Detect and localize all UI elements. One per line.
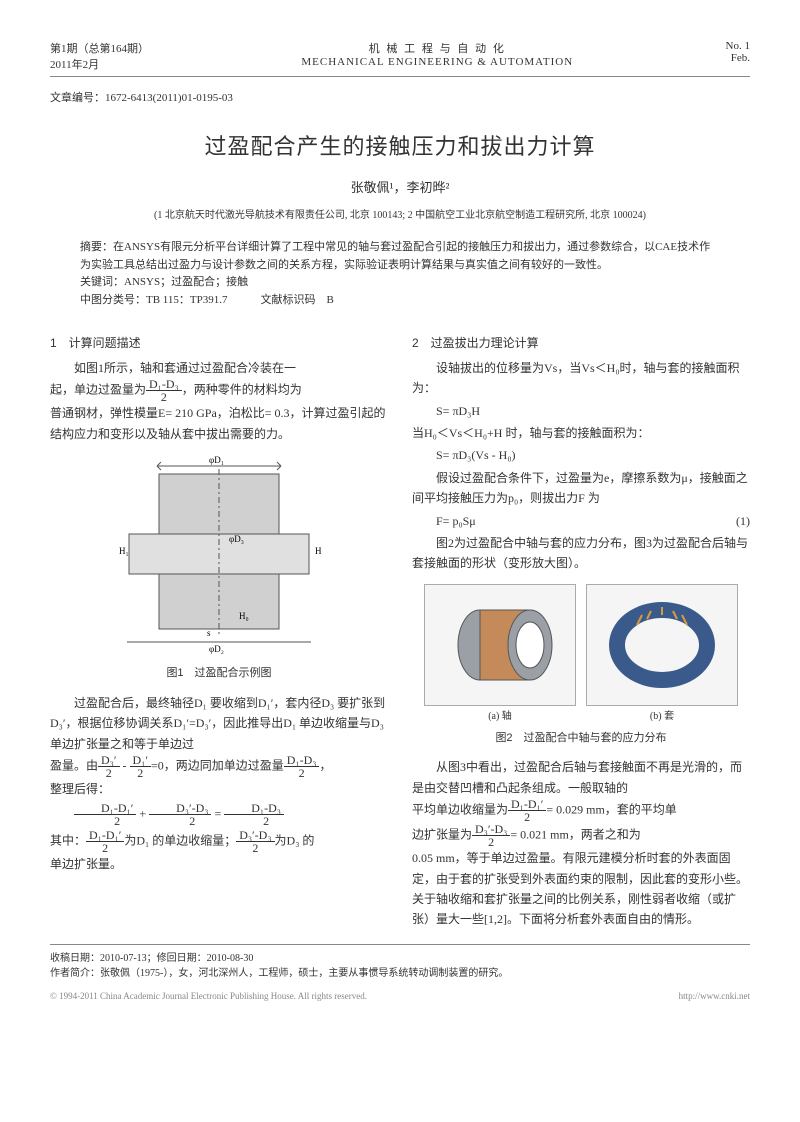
page-header: 第1期（总第164期） 2011年2月 机 械 工 程 与 自 动 化 MECH…	[50, 40, 750, 77]
figure-2: (a) 轴	[412, 584, 750, 748]
author-bio: 作者简介：张敬佩（1975-），女，河北深州人，工程师，硕士，主要从事惯导系统转…	[50, 966, 750, 981]
svg-text:H: H	[315, 546, 322, 556]
abstract-text: 在ANSYS有限元分析平台详细计算了工程中常见的轴与套过盈配合引起的接触压力和拔…	[80, 241, 710, 271]
svg-text:φD₃: φD₃	[229, 534, 244, 544]
eq-f: F= p₀Sμ(1)	[412, 511, 750, 531]
section1-title: 1 计算问题描述	[50, 333, 388, 353]
eq-s1: S= πD₃H	[412, 401, 750, 421]
column-right: 2 过盈拔出力理论计算 设轴拔出的位移量为Vs，当Vs＜H₀时，轴与套的接触面积…	[412, 327, 750, 929]
equation-2: D₁-D₁′2 + D₃′-D₃2 = D₁-D₃2	[50, 802, 388, 827]
fig2b-label: (b) 套	[586, 708, 738, 725]
s2-p3: 假设过盈配合条件下，过盈量为e，摩擦系数为μ，接触面之间平均接触压力为p₀，则拔…	[412, 468, 750, 509]
svg-text:H₀: H₀	[239, 611, 249, 621]
journal-name-cn: 机 械 工 程 与 自 动 化	[301, 40, 573, 56]
figure-2a	[424, 584, 576, 706]
abstract-block: 摘要：在ANSYS有限元分析平台详细计算了工程中常见的轴与套过盈配合引起的接触压…	[80, 239, 720, 309]
clc-label: 中图分类号：	[80, 294, 146, 306]
issue-date: 2011年2月	[50, 56, 149, 72]
s1-p2: 普通钢材，弹性模量E= 210 GPa，泊松比= 0.3，计算过盈引起的结构应力…	[50, 403, 388, 444]
svg-text:s: s	[207, 628, 211, 638]
authors: 张敬佩¹，李初晔²	[50, 177, 750, 196]
issue-no: No. 1	[726, 40, 750, 52]
doc-code-label: 文献标识码	[261, 294, 316, 306]
s2-p6: 0.05 mm，等于单边过盈量。有限元建模分析时套的外表面固定，由于套的扩张受到…	[412, 848, 750, 930]
keywords: ANSYS；过盈配合；接触	[124, 276, 248, 288]
footer-meta: 收稿日期：2010-07-13；修回日期：2010-08-30 作者简介：张敬佩…	[50, 944, 750, 981]
clc: TB 115：TP391.7	[146, 294, 228, 306]
issue-number: 第1期（总第164期）	[50, 40, 149, 56]
issue-month: Feb.	[726, 52, 750, 64]
eq-s2: S= πD₃(Vs - H₀)	[412, 445, 750, 465]
keywords-label: 关键词：	[80, 276, 124, 288]
article-title: 过盈配合产生的接触压力和拔出力计算	[50, 129, 750, 161]
s2-p5a: 从图3中看出，过盈配合后轴与套接触面不再是光滑的，而是由交替凹槽和凸起条组成。一…	[412, 757, 750, 798]
section2-title: 2 过盈拔出力理论计算	[412, 333, 750, 353]
figure-1: φD₁ φD₂ φD₃ H₁ H H₀ s 图1 过盈配合示例图	[50, 454, 388, 683]
svg-text:H₁: H₁	[119, 546, 129, 556]
body: 1 计算问题描述 如图1所示，轴和套通过过盈配合冷装在一 起，单边过盈量为D₁-…	[50, 327, 750, 929]
s1-p3: 过盈配合后，最终轴径D₁ 要收缩到D₁′，套内径D₃ 要扩张到D₃′，根据位移协…	[50, 693, 388, 754]
abstract-label: 摘要：	[80, 241, 113, 253]
figure1-caption: 图1 过盈配合示例图	[50, 664, 388, 683]
s1-p1b: 起，单边过盈量为D₁-D₃2，两种零件的材料均为	[50, 378, 388, 403]
copyright: © 1994-2011 China Academic Journal Elect…	[50, 991, 750, 1001]
s2-p4: 图2为过盈配合中轴与套的应力分布，图3为过盈配合后轴与套接触面的形状（变形放大图…	[412, 533, 750, 574]
s2-p2: 当H₀＜Vs＜H₀+H 时，轴与套的接触面积为：	[412, 423, 750, 443]
figure-2b	[586, 584, 738, 706]
column-left: 1 计算问题描述 如图1所示，轴和套通过过盈配合冷装在一 起，单边过盈量为D₁-…	[50, 327, 388, 929]
s1-p4: 其中：D₁-D₁′2为D₁ 的单边收缩量；D₃′-D₃2为D₃ 的	[50, 829, 388, 854]
s2-p5d: 边扩张量为D₃′-D₃2= 0.021 mm，两者之和为	[412, 823, 750, 848]
journal-name-en: MECHANICAL ENGINEERING & AUTOMATION	[301, 56, 573, 68]
s2-p5b: 平均单边收缩量为D₁-D₁′2= 0.029 mm，套的平均单	[412, 798, 750, 823]
fig2a-label: (a) 轴	[424, 708, 576, 725]
svg-text:φD₂: φD₂	[209, 644, 224, 654]
received-date: 收稿日期：2010-07-13；修回日期：2010-08-30	[50, 951, 750, 966]
s1-p3b: 盈量。由D₃′2 - D₁′2=0，两边同加单边过盈量D₁-D₃2，	[50, 754, 388, 779]
article-id: 文章编号：1672-6413(2011)01-0195-03	[50, 89, 750, 105]
affiliation: (1 北京航天时代激光导航技术有限责任公司, 北京 100143; 2 中国航空…	[50, 206, 750, 221]
figure2-caption: 图2 过盈配合中轴与套的应力分布	[412, 729, 750, 748]
s1-p3e: 整理后得：	[50, 779, 388, 799]
s1-p1: 如图1所示，轴和套通过过盈配合冷装在一	[50, 358, 388, 378]
s2-p1: 设轴拔出的位移量为Vs，当Vs＜H₀时，轴与套的接触面积为：	[412, 358, 750, 399]
doc-code: B	[327, 294, 334, 306]
svg-text:φD₁: φD₁	[209, 455, 224, 465]
s1-p4d: 单边扩张量。	[50, 854, 388, 874]
